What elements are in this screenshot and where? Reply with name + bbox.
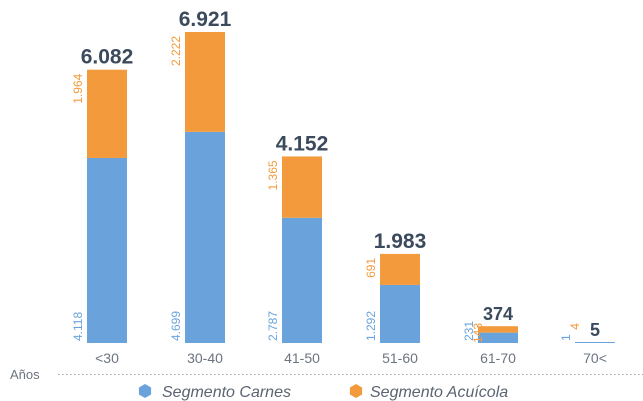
total-label-0: 6.082 bbox=[81, 46, 134, 69]
bar-acuicola-4 bbox=[478, 326, 518, 333]
bar-acuicola-1 bbox=[185, 32, 225, 132]
bar-carnes-1 bbox=[185, 131, 225, 343]
legend-swatch-acuicola bbox=[349, 384, 363, 398]
category-label-4: 61-70 bbox=[480, 350, 516, 366]
bar-acuicola-3 bbox=[380, 253, 420, 285]
carnes-value-label-0: 4.118 bbox=[71, 312, 85, 341]
carnes-value-label-3: 1.292 bbox=[364, 311, 378, 341]
labels-group: 6.082 4.118 1.964 <30 6.921 4.699 2.222 30-40 4.… bbox=[71, 8, 607, 366]
legend: Segmento Carnes Segmento Acuícola bbox=[138, 384, 508, 401]
total-label-5: 5 bbox=[590, 320, 600, 340]
category-label-0: <30 bbox=[95, 350, 119, 366]
category-label-3: 51-60 bbox=[382, 350, 418, 366]
category-label-2: 41-50 bbox=[284, 350, 320, 366]
total-label-1: 6.921 bbox=[179, 8, 232, 31]
acuicola-value-label-1: 2.222 bbox=[169, 36, 183, 66]
bar-carnes-2 bbox=[282, 217, 322, 343]
carnes-value-label-4: 231 bbox=[462, 321, 476, 341]
carnes-value-label-5: 1 bbox=[559, 334, 573, 341]
bar-carnes-5 bbox=[575, 342, 615, 343]
acuicola-value-label-2: 1.365 bbox=[266, 160, 280, 190]
acuicola-value-label-5: 4 bbox=[568, 323, 582, 330]
bar-acuicola-0 bbox=[87, 69, 127, 158]
carnes-value-label-1: 4.699 bbox=[169, 311, 183, 341]
bar-acuicola-2 bbox=[282, 156, 322, 218]
bar-carnes-0 bbox=[87, 157, 127, 343]
legend-swatch-carnes bbox=[138, 384, 152, 398]
total-label-2: 4.152 bbox=[276, 132, 329, 155]
legend-label-acuicola: Segmento Acuícola bbox=[370, 384, 508, 401]
carnes-value-label-2: 2.787 bbox=[266, 311, 280, 341]
bars-group bbox=[87, 32, 615, 343]
acuicola-value-label-0: 1.964 bbox=[71, 73, 85, 103]
total-label-3: 1.983 bbox=[374, 230, 427, 253]
bar-carnes-3 bbox=[380, 284, 420, 343]
acuicola-value-label-3: 691 bbox=[364, 258, 378, 278]
acuicola-value-label-4: 143 bbox=[471, 323, 485, 343]
x-axis-title: Años bbox=[10, 367, 40, 382]
category-label-1: 30-40 bbox=[187, 350, 223, 366]
bar-carnes-4 bbox=[478, 332, 518, 343]
legend-label-carnes: Segmento Carnes bbox=[162, 384, 291, 401]
category-label-5: 70< bbox=[583, 350, 607, 366]
total-label-4: 374 bbox=[483, 304, 513, 324]
